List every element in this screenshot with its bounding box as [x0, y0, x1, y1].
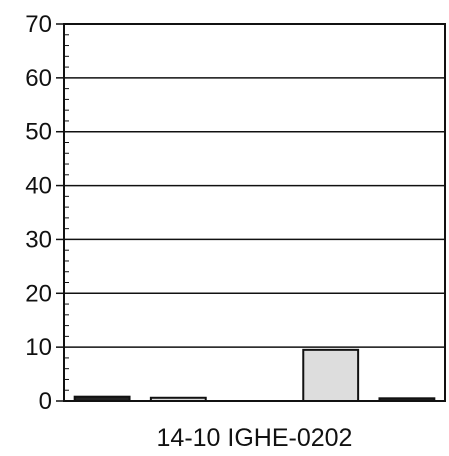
- x-axis-label: 14-10 IGHE-0202: [157, 424, 353, 452]
- y-tick-label: 70: [25, 11, 52, 38]
- y-tick-labels: 0 10 20 30 40 50 60 70: [25, 11, 52, 415]
- y-tick-label: 30: [25, 226, 52, 253]
- y-tick-label: 50: [25, 119, 52, 146]
- y-tick-label: 10: [25, 334, 52, 361]
- plot-frame: [63, 23, 446, 402]
- minor-ticks: [64, 34, 69, 391]
- y-tick-label: 20: [25, 280, 52, 307]
- y-tick-label: 60: [25, 65, 52, 92]
- y-tick-label: 40: [25, 173, 52, 200]
- y-tick-label: 0: [39, 388, 52, 415]
- gridlines: [56, 23, 445, 402]
- bar: [302, 348, 360, 403]
- bars: [73, 348, 436, 403]
